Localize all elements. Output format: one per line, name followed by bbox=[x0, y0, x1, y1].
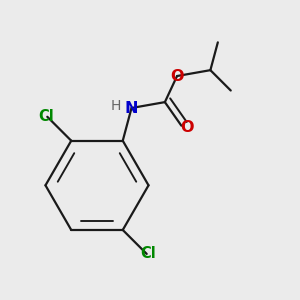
Text: O: O bbox=[180, 120, 194, 135]
Text: N: N bbox=[125, 100, 138, 116]
Text: Cl: Cl bbox=[140, 246, 156, 261]
Text: Cl: Cl bbox=[38, 109, 54, 124]
Text: H: H bbox=[110, 99, 121, 112]
Text: O: O bbox=[170, 68, 184, 83]
